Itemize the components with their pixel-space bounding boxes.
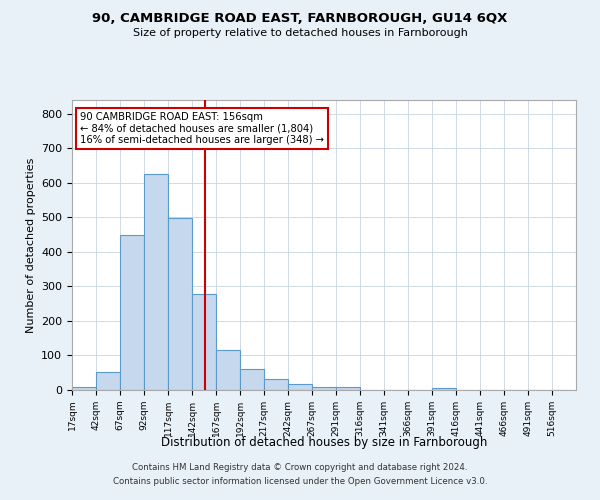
Bar [120,234,144,390]
Text: Size of property relative to detached houses in Farnborough: Size of property relative to detached ho… [133,28,467,38]
Text: 90 CAMBRIDGE ROAD EAST: 156sqm
← 84% of detached houses are smaller (1,804)
16% : 90 CAMBRIDGE ROAD EAST: 156sqm ← 84% of … [80,112,323,145]
Bar [144,174,168,390]
Bar [288,384,312,390]
Text: 90, CAMBRIDGE ROAD EAST, FARNBOROUGH, GU14 6QX: 90, CAMBRIDGE ROAD EAST, FARNBOROUGH, GU… [92,12,508,26]
Bar [216,350,240,390]
Bar [336,387,360,390]
Bar [432,388,456,390]
Bar [312,386,336,390]
Bar [168,218,192,390]
Text: Distribution of detached houses by size in Farnborough: Distribution of detached houses by size … [161,436,487,449]
Bar [240,368,264,390]
Bar [264,379,288,390]
Y-axis label: Number of detached properties: Number of detached properties [26,158,35,332]
Bar [72,386,96,390]
Bar [96,372,120,390]
Text: Contains HM Land Registry data © Crown copyright and database right 2024.: Contains HM Land Registry data © Crown c… [132,464,468,472]
Bar [192,294,216,390]
Text: Contains public sector information licensed under the Open Government Licence v3: Contains public sector information licen… [113,477,487,486]
